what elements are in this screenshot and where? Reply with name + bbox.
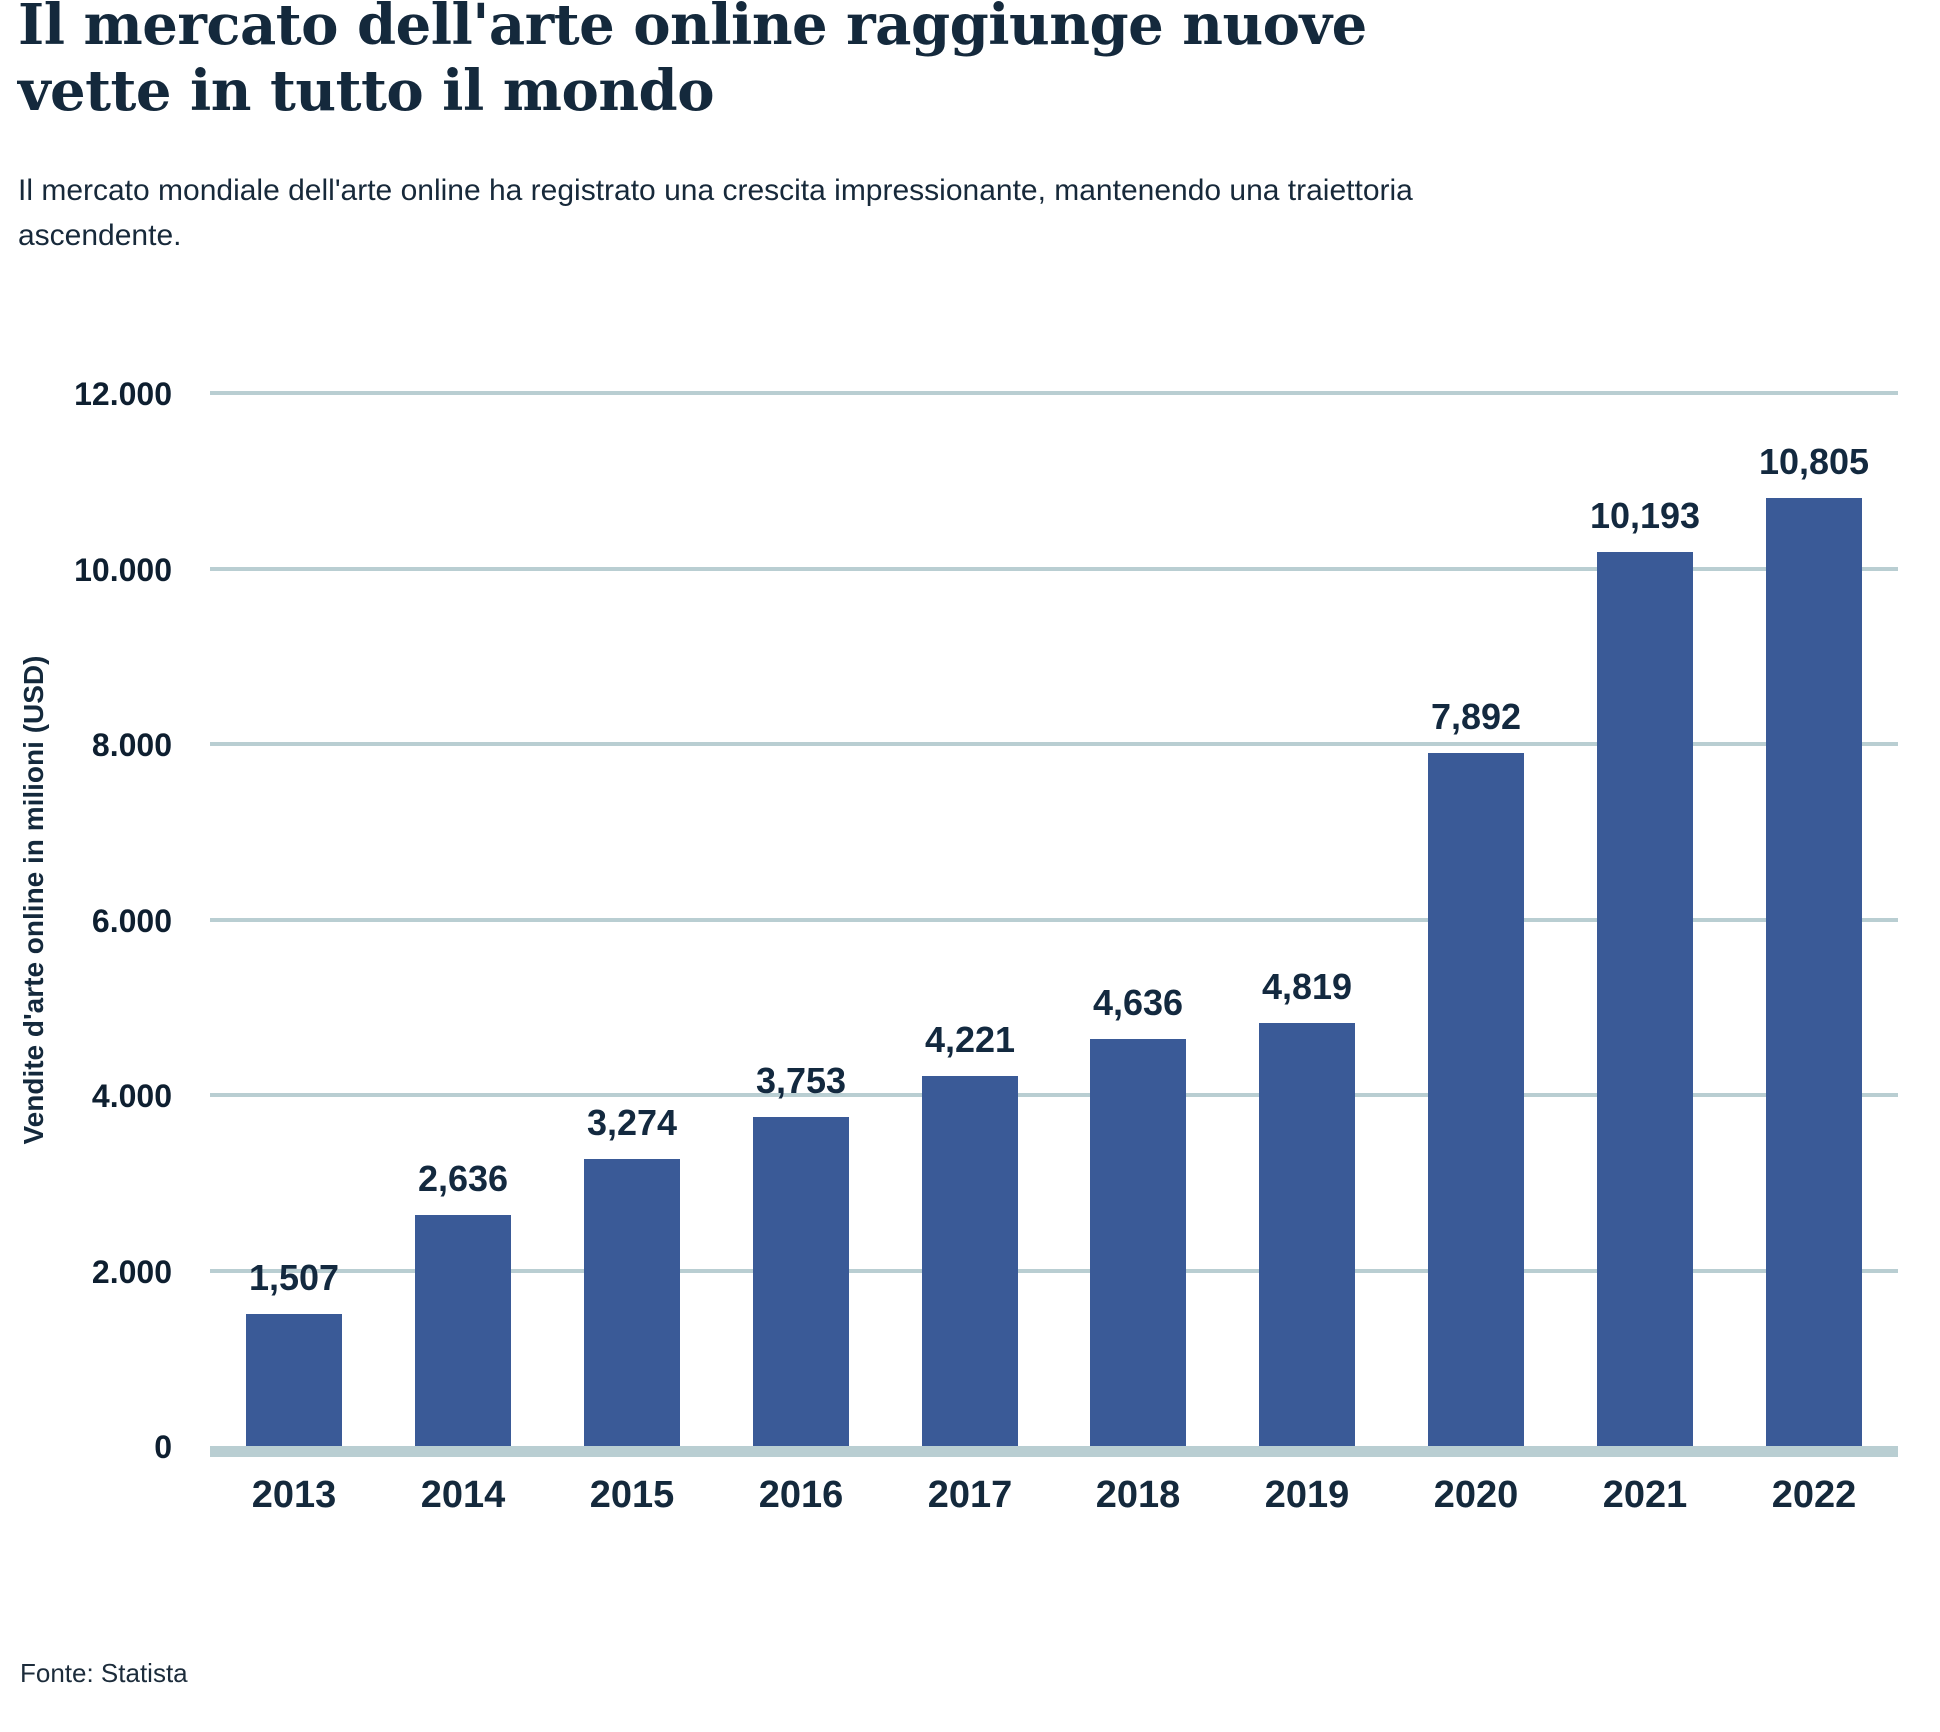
bar-2019	[1259, 1023, 1355, 1446]
y-tick-label: 8.000	[91, 727, 172, 763]
x-tick-label-2017: 2017	[927, 1474, 1013, 1516]
bar-2018	[1090, 1039, 1186, 1446]
x-tick-label-2014: 2014	[420, 1474, 506, 1516]
x-axis-baseline	[210, 1446, 1898, 1457]
bar-value-label-2022: 10,805	[1758, 441, 1870, 482]
bar-value-label-2021: 10,193	[1589, 495, 1701, 536]
bar-value-label-2016: 3,753	[755, 1060, 847, 1101]
bar-value-label-2018: 4,636	[1092, 982, 1184, 1023]
x-tick-label-2021: 2021	[1602, 1474, 1688, 1516]
y-tick-label: 6.000	[91, 902, 172, 939]
x-tick-label-2022: 2022	[1771, 1474, 1857, 1516]
gridline-12.000	[210, 391, 1898, 395]
bar-2016	[753, 1117, 849, 1446]
gridline-10.000	[210, 566, 1898, 571]
bar-2022	[1766, 498, 1862, 1446]
source-note: Fonte: Statista	[20, 1658, 188, 1688]
bar-2017	[922, 1076, 1018, 1446]
y-tick-label: 2.000	[91, 1253, 172, 1290]
bar-2013	[246, 1314, 342, 1446]
x-tick-label-2015: 2015	[589, 1474, 675, 1516]
x-tick-label-2018: 2018	[1095, 1474, 1181, 1516]
bar-2021	[1597, 552, 1693, 1446]
x-tick-label-2019: 2019	[1264, 1474, 1350, 1516]
x-tick-label-2020: 2020	[1433, 1474, 1519, 1516]
gridline-4.000	[210, 1093, 1898, 1097]
bar-value-label-2013: 1,507	[248, 1257, 340, 1298]
y-tick-label: 10.000	[74, 551, 172, 588]
y-tick-label: 12.000	[74, 376, 172, 412]
bar-2020	[1428, 753, 1524, 1446]
gridline-8.000	[210, 742, 1898, 746]
page-subtitle: Il mercato mondiale dell'arte online ha …	[18, 174, 1413, 252]
x-tick-label-2016: 2016	[758, 1474, 844, 1516]
gridline-6.000	[210, 917, 1898, 922]
page-title: Il mercato dell'arte online raggiunge nu…	[18, 0, 1367, 125]
gridline-2.000	[210, 1268, 1898, 1273]
y-tick-label: 4.000	[91, 1078, 172, 1114]
x-tick-label-2013: 2013	[251, 1474, 337, 1516]
bar-value-label-2019: 4,819	[1261, 966, 1353, 1007]
y-tick-label: 0	[154, 1429, 172, 1465]
bar-2014	[415, 1215, 511, 1446]
bar-value-label-2020: 7,892	[1430, 696, 1522, 737]
bar-value-label-2017: 4,221	[924, 1019, 1016, 1060]
bar-value-label-2015: 3,274	[586, 1102, 678, 1143]
bar-2015	[584, 1159, 680, 1446]
bar-value-label-2014: 2,636	[417, 1158, 509, 1199]
